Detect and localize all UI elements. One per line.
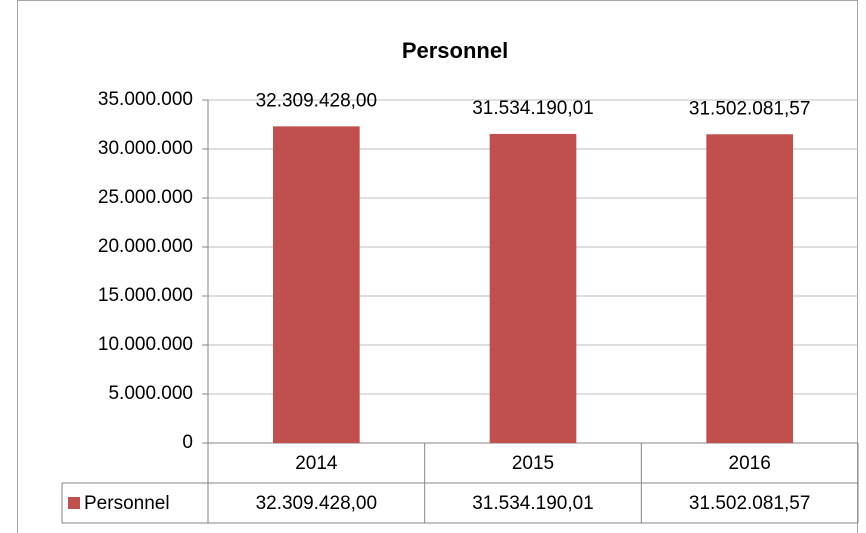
- chart-title: Personnel: [402, 38, 508, 63]
- data-label: 31.534.190,01: [472, 98, 594, 119]
- y-tick-label: 15.000.000: [98, 285, 193, 306]
- y-tick-label: 30.000.000: [98, 138, 193, 159]
- data-label: 32.309.428,00: [256, 90, 378, 111]
- y-tick-label: 35.000.000: [98, 89, 193, 110]
- x-tick-label: 2016: [729, 453, 771, 474]
- legend-key: [68, 497, 80, 509]
- chart-border: [17, 0, 858, 533]
- bar: [706, 134, 793, 443]
- y-tick-label: 0: [182, 432, 193, 453]
- x-tick-label: 2014: [295, 453, 338, 474]
- table-value: 31.502.081,57: [689, 493, 811, 514]
- y-tick-label: 5.000.000: [108, 383, 193, 404]
- legend-label: Personnel: [84, 493, 170, 514]
- y-tick-label: 10.000.000: [98, 334, 193, 355]
- table-value: 31.534.190,01: [472, 493, 594, 514]
- data-label: 31.502.081,57: [689, 98, 811, 119]
- y-tick-label: 25.000.000: [98, 187, 193, 208]
- y-tick-label: 20.000.000: [98, 236, 193, 257]
- table-value: 32.309.428,00: [256, 493, 378, 514]
- bar: [273, 126, 360, 443]
- x-tick-label: 2015: [512, 453, 554, 474]
- bar: [489, 133, 577, 443]
